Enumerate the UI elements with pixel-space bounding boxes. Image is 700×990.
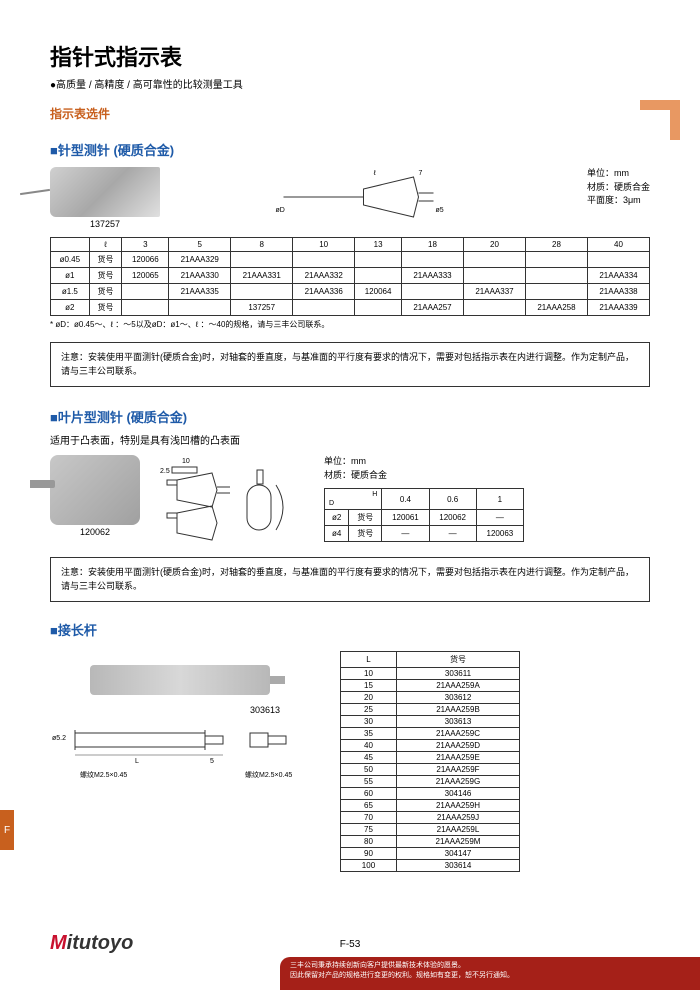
- extension-image: [90, 665, 270, 695]
- svg-text:7: 7: [418, 170, 422, 177]
- needle-drawing: ℓ 7 øD ø5: [180, 167, 567, 227]
- blade-image-label: 120062: [50, 527, 140, 537]
- blade-notice: 注意：安装使用平面测针(硬质合金)时，对轴套的垂直度，与基准面的平行度有要求的情…: [50, 557, 650, 602]
- section-label: 指示表选件: [50, 105, 650, 122]
- needle-table-note: * øD：ø0.45～、ℓ ：～5以及øD：ø1～、ℓ ：～40的规格，请与三丰…: [50, 319, 650, 330]
- corner-decoration: [640, 100, 680, 140]
- extension-table: L货号 103036111521AAA259A203036122521AAA25…: [340, 651, 520, 872]
- logo: Mitutoyo: [50, 932, 133, 955]
- side-tab: F: [0, 810, 14, 850]
- page-subtitle: ●高质量 / 高精度 / 高可靠性的比较测量工具: [50, 76, 650, 91]
- needle-spec: 单位：mm 材质：硬质合金 平面度：3μm: [587, 167, 650, 208]
- svg-text:ø5.2: ø5.2: [52, 735, 66, 742]
- svg-text:ℓ: ℓ: [372, 170, 376, 177]
- footer: Mitutoyo F-53 三丰公司秉承持续创新向客户提供最新技术体验的愿景。 …: [0, 940, 700, 990]
- page-title: 指针式指示表: [50, 40, 650, 72]
- blade-row: 120062 10 2.5: [50, 455, 650, 545]
- extension-image-label: 303613: [50, 705, 280, 715]
- blade-spec: 单位：mm 材质：硬质合金: [324, 455, 524, 482]
- footer-bar: 三丰公司秉承持续创新向客户提供最新技术体验的愿景。 因此保留对产品的规格进行变更…: [280, 957, 700, 990]
- svg-text:螺纹M2.5×0.45: 螺纹M2.5×0.45: [80, 770, 127, 779]
- svg-text:螺纹M2.5×0.45: 螺纹M2.5×0.45: [245, 770, 292, 779]
- extension-title: ■接长杆: [50, 620, 650, 639]
- needle-notice: 注意：安装使用平面测针(硬质合金)时，对轴套的垂直度，与基准面的平行度有要求的情…: [50, 342, 650, 387]
- svg-text:ø5: ø5: [435, 207, 443, 214]
- svg-text:L: L: [135, 758, 139, 765]
- needle-image: [50, 167, 160, 217]
- extension-row: 303613 ø5.2 L 5 螺纹M2.5×0.45 螺纹M2.5×0.45: [50, 645, 650, 872]
- needle-title: ■针型测针 (硬质合金): [50, 140, 650, 159]
- blade-table: HD0.40.61 ø2货号120061120062—ø4货号——120063: [324, 488, 524, 542]
- svg-text:2.5: 2.5: [160, 468, 170, 475]
- extension-drawing: ø5.2 L 5 螺纹M2.5×0.45 螺纹M2.5×0.45: [50, 715, 310, 785]
- blade-desc: 适用于凸表面，特别是具有浅凹槽的凸表面: [50, 432, 650, 447]
- blade-image: [50, 455, 140, 525]
- needle-table: ℓ358101318202840 ø0.45货号12006621AAA329ø1…: [50, 237, 650, 316]
- svg-text:øD: øD: [275, 207, 284, 214]
- svg-text:10: 10: [182, 458, 190, 465]
- needle-product-row: 137257 ℓ 7 øD ø5 单位：mm 材质：硬质合金 平面度：3μm: [50, 167, 650, 229]
- needle-image-label: 137257: [50, 219, 160, 229]
- page-number: F-53: [340, 939, 361, 950]
- blade-drawing: 10 2.5: [152, 455, 312, 545]
- svg-text:5: 5: [210, 758, 214, 765]
- blade-title: ■叶片型测针 (硬质合金): [50, 407, 650, 426]
